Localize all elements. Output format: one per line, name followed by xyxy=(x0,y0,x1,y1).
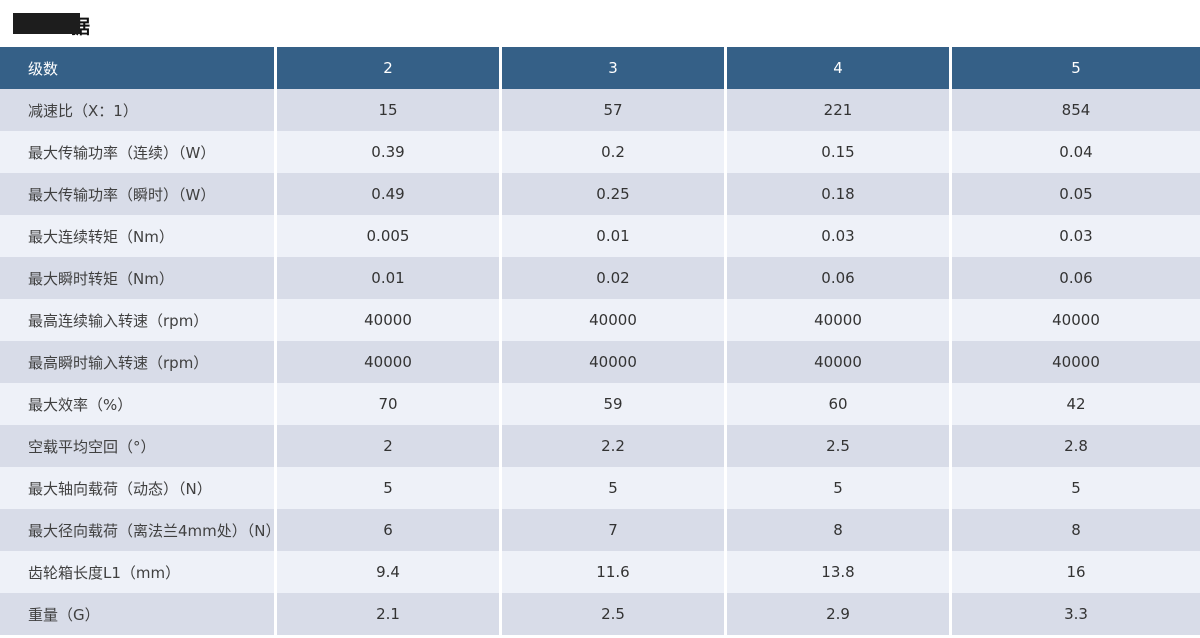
table-cell: 221 xyxy=(724,89,949,131)
table-cell: 2.5 xyxy=(499,593,724,635)
table-cell: 0.04 xyxy=(949,131,1200,173)
table-cell: 9.4 xyxy=(274,551,499,593)
table-cell: 8 xyxy=(949,509,1200,551)
table-cell: 60 xyxy=(724,383,949,425)
page-title: 据 xyxy=(0,0,1200,47)
table-row: 最高连续输入转速（rpm） 40000 40000 40000 40000 xyxy=(0,299,1200,341)
row-label: 最大径向载荷（离法兰4mm处）（N） xyxy=(0,509,281,551)
table-cell: 16 xyxy=(949,551,1200,593)
row-label: 减速比（X：1） xyxy=(0,89,274,131)
table-row: 空载平均空回（°） 2 2.2 2.5 2.8 xyxy=(0,425,1200,467)
table-cell: 40000 xyxy=(949,299,1200,341)
table-cell: 0.2 xyxy=(499,131,724,173)
table-cell: 15 xyxy=(274,89,499,131)
table-cell: 40000 xyxy=(724,341,949,383)
table-cell: 0.01 xyxy=(499,215,724,257)
row-label: 重量（G） xyxy=(0,593,274,635)
table-cell: 13.8 xyxy=(724,551,949,593)
table-cell: 854 xyxy=(949,89,1200,131)
table-cell: 2.1 xyxy=(274,593,499,635)
table-cell: 8 xyxy=(724,509,949,551)
table-cell: 0.39 xyxy=(274,131,499,173)
table-row: 最高瞬时输入转速（rpm） 40000 40000 40000 40000 xyxy=(0,341,1200,383)
table-cell: 40000 xyxy=(499,341,724,383)
table-cell: 11.6 xyxy=(499,551,724,593)
row-label: 最大传输功率（连续）（W） xyxy=(0,131,274,173)
spec-table-body: 减速比（X：1） 15 57 221 854 最大传输功率（连续）（W） 0.39 0.2 0.… xyxy=(0,89,1200,635)
table-cell: 0.03 xyxy=(949,215,1200,257)
table-cell: 0.15 xyxy=(724,131,949,173)
table-cell: 2.9 xyxy=(724,593,949,635)
row-label: 最高连续输入转速（rpm） xyxy=(0,299,274,341)
spec-table: 级数 2 3 4 5 减速比（X：1） 15 57 221 854 最大传输功率（连续）（W） 0.… xyxy=(0,47,1200,635)
table-cell: 42 xyxy=(949,383,1200,425)
row-label: 最大效率（%） xyxy=(0,383,274,425)
table-cell: 70 xyxy=(274,383,499,425)
row-label: 最大轴向载荷（动态）（N） xyxy=(0,467,274,509)
table-cell: 0.49 xyxy=(274,173,499,215)
table-cell: 40000 xyxy=(274,299,499,341)
table-cell: 0.25 xyxy=(499,173,724,215)
table-row: 最大传输功率（连续）（W） 0.39 0.2 0.15 0.04 xyxy=(0,131,1200,173)
row-label: 空载平均空回（°） xyxy=(0,425,274,467)
column-header-label: 级数 xyxy=(0,47,274,89)
table-cell: 2 xyxy=(274,425,499,467)
column-header-stage-3: 3 xyxy=(499,47,724,89)
table-cell: 59 xyxy=(499,383,724,425)
table-cell: 5 xyxy=(724,467,949,509)
table-row: 最大效率（%） 70 59 60 42 xyxy=(0,383,1200,425)
table-cell: 0.02 xyxy=(499,257,724,299)
column-header-stage-5: 5 xyxy=(949,47,1200,89)
spec-table-header: 级数 2 3 4 5 xyxy=(0,47,1200,89)
table-cell: 0.005 xyxy=(274,215,499,257)
table-cell: 5 xyxy=(949,467,1200,509)
row-label: 最大瞬时转矩（Nm） xyxy=(0,257,274,299)
table-cell: 57 xyxy=(499,89,724,131)
header-row: 级数 2 3 4 5 xyxy=(0,47,1200,89)
table-cell: 0.06 xyxy=(724,257,949,299)
column-header-stage-4: 4 xyxy=(724,47,949,89)
row-label: 最大传输功率（瞬时）（W） xyxy=(0,173,274,215)
table-cell: 40000 xyxy=(499,299,724,341)
table-row: 最大传输功率（瞬时）（W） 0.49 0.25 0.18 0.05 xyxy=(0,173,1200,215)
table-row: 最大径向载荷（离法兰4mm处）（N） 6 7 8 8 xyxy=(0,509,1200,551)
table-cell: 40000 xyxy=(274,341,499,383)
column-header-stage-2: 2 xyxy=(274,47,499,89)
table-cell: 0.05 xyxy=(949,173,1200,215)
row-label: 最大连续转矩（Nm） xyxy=(0,215,274,257)
table-row: 重量（G） 2.1 2.5 2.9 3.3 xyxy=(0,593,1200,635)
table-row: 齿轮箱长度L1（mm） 9.4 11.6 13.8 16 xyxy=(0,551,1200,593)
table-cell: 40000 xyxy=(724,299,949,341)
table-row: 减速比（X：1） 15 57 221 854 xyxy=(0,89,1200,131)
table-cell: 6 xyxy=(274,509,499,551)
table-cell: 5 xyxy=(274,467,499,509)
table-cell: 5 xyxy=(499,467,724,509)
table-cell: 40000 xyxy=(949,341,1200,383)
table-cell: 2.8 xyxy=(949,425,1200,467)
table-cell: 7 xyxy=(499,509,724,551)
table-cell: 2.5 xyxy=(724,425,949,467)
table-cell: 0.18 xyxy=(724,173,949,215)
table-cell: 2.2 xyxy=(499,425,724,467)
row-label: 齿轮箱长度L1（mm） xyxy=(0,551,274,593)
table-cell: 0.01 xyxy=(274,257,499,299)
table-cell: 3.3 xyxy=(949,593,1200,635)
table-row: 最大轴向载荷（动态）（N） 5 5 5 5 xyxy=(0,467,1200,509)
table-row: 最大连续转矩（Nm） 0.005 0.01 0.03 0.03 xyxy=(0,215,1200,257)
row-label: 最高瞬时输入转速（rpm） xyxy=(0,341,274,383)
title-redaction-box xyxy=(13,13,80,34)
table-cell: 0.03 xyxy=(724,215,949,257)
table-cell: 0.06 xyxy=(949,257,1200,299)
table-row: 最大瞬时转矩（Nm） 0.01 0.02 0.06 0.06 xyxy=(0,257,1200,299)
